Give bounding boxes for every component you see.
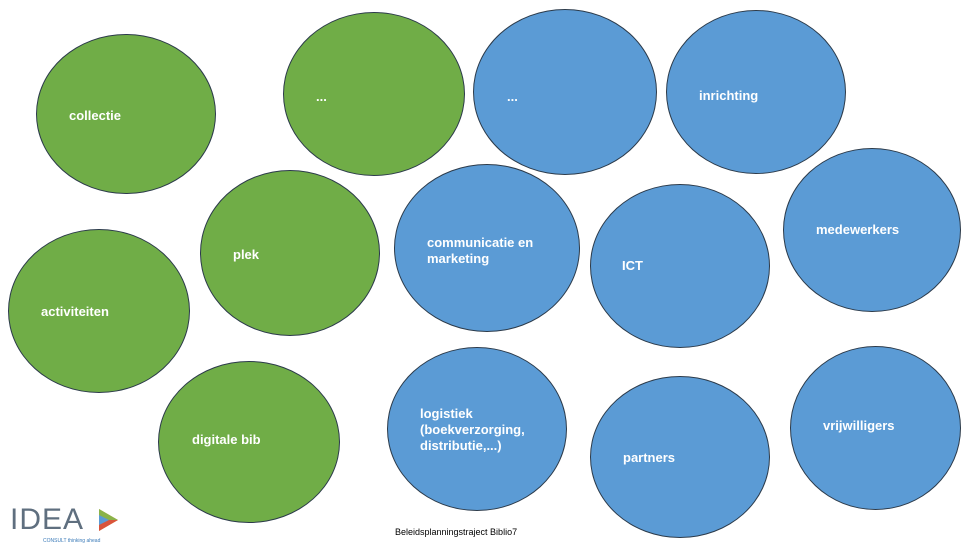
label-logistiek: logistiek (boekverzorging, distributie,.…: [420, 406, 525, 453]
bubble-partners: [590, 376, 770, 538]
logo-tagline: CONSULT thinking ahead: [43, 538, 101, 544]
logo-name: IDEA: [10, 503, 85, 536]
label-activiteiten: activiteiten: [41, 304, 109, 319]
bubble-inrichting: [666, 10, 846, 174]
logo-arrow-icon: [99, 509, 118, 531]
label-dots-blue: ...: [507, 89, 518, 104]
label-dots-green: ...: [316, 89, 327, 104]
label-vrijwilligers: vrijwilligers: [823, 418, 895, 433]
bubble-vrijwilligers: [790, 346, 961, 510]
bubble-logistiek: [387, 347, 567, 511]
bubble-ict: [590, 184, 770, 348]
bubble-activiteiten: [8, 229, 190, 393]
bubble-medewerkers: [783, 148, 961, 312]
label-communicatie: communicatie en marketing: [427, 235, 534, 266]
label-ict: ICT: [622, 258, 643, 273]
label-collectie: collectie: [69, 108, 122, 123]
bubble-digitale-bib: [158, 361, 340, 523]
label-digitale-bib: digitale bib: [192, 432, 261, 447]
label-plek: plek: [233, 247, 260, 262]
label-partners: partners: [623, 450, 676, 465]
footer-text: Beleidsplanningstraject Biblio7: [395, 527, 518, 537]
label-inrichting: inrichting: [699, 88, 759, 103]
bubble-collectie: [36, 34, 216, 194]
bubble-plek: [200, 170, 380, 336]
label-medewerkers: medewerkers: [816, 222, 900, 237]
bubble-dots-green: [283, 12, 465, 176]
bubble-communicatie: [394, 164, 580, 332]
bubble-dots-blue: [473, 9, 657, 175]
idea-logo: IDEA CONSULT thinking ahead: [10, 503, 120, 544]
